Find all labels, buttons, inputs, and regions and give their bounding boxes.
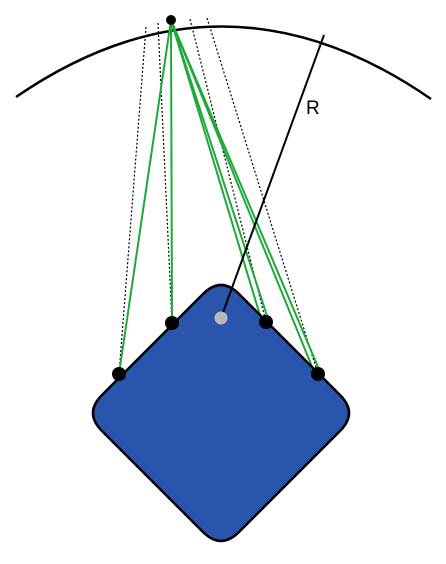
attachment-points	[112, 315, 325, 381]
radius-line	[220, 34, 325, 319]
attachment-point-left	[112, 367, 126, 381]
plate-center-marker	[214, 311, 228, 325]
cable-top-right-a	[170, 19, 263, 323]
projection-line-left	[118, 26, 147, 375]
attachment-point-right	[311, 367, 325, 381]
cable-top-left	[170, 19, 173, 324]
apex-anchor-point	[166, 15, 176, 25]
cable-top-right-b	[170, 19, 270, 323]
attachment-point-top-left	[165, 316, 179, 330]
attachment-point-top-right	[259, 315, 273, 329]
cable-right-b	[170, 19, 322, 375]
cables	[118, 19, 322, 375]
cable-left	[118, 19, 172, 375]
radius-label: R	[306, 98, 320, 119]
projection-line-top-left	[157, 22, 173, 324]
suspension-arc	[15, 25, 432, 101]
